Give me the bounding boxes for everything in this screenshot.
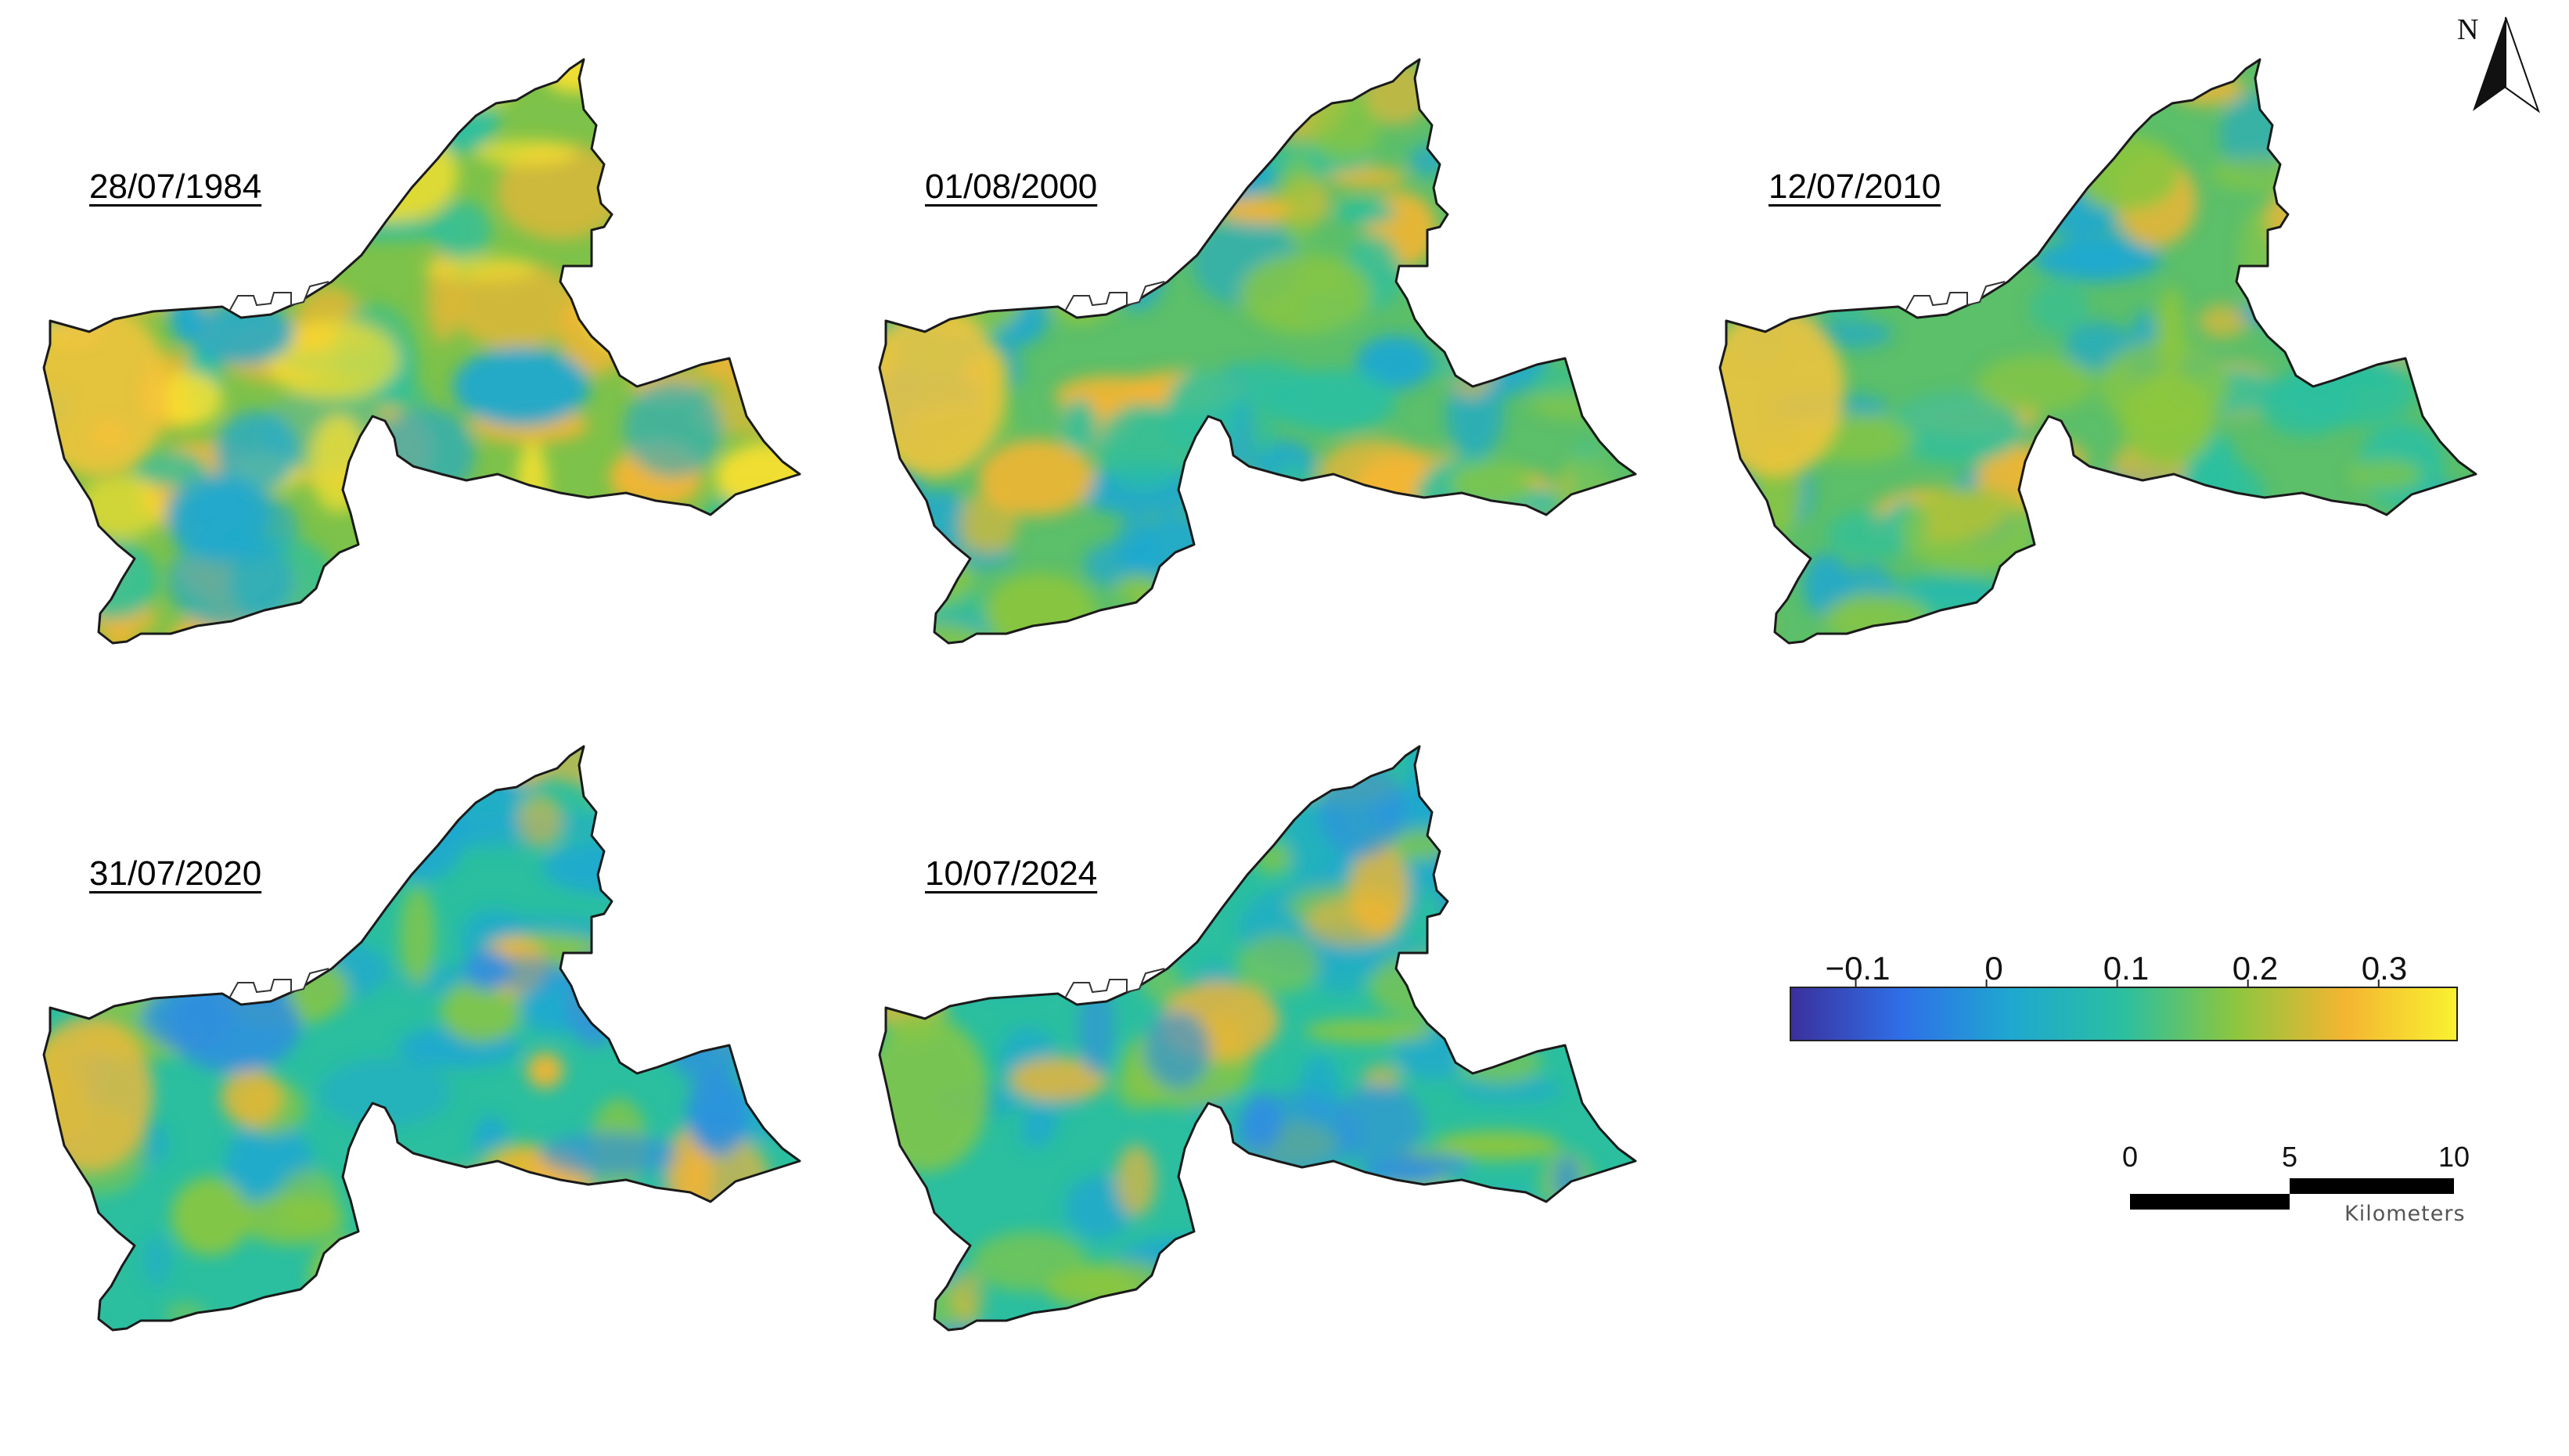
ndvi-map-panel — [42, 745, 801, 1332]
legend-tick-label: 0.3 — [2361, 950, 2408, 987]
scale-bar — [2130, 1178, 2454, 1210]
north-arrow-icon — [2473, 16, 2540, 113]
harbor-outline — [1905, 281, 2006, 311]
region-boundary — [1718, 58, 2477, 645]
ndvi-map-panel — [1718, 58, 2477, 645]
harbor-outline — [1065, 968, 1165, 998]
scale-bar-segment — [2130, 1194, 2290, 1210]
panel-date-label-2024: 10/07/2024 — [925, 854, 1098, 893]
scale-bar-label-10: 10 — [2438, 1141, 2470, 1173]
region-boundary — [42, 745, 801, 1332]
ndvi-map-panel — [878, 58, 1637, 645]
legend-tick-label: 0 — [1984, 950, 2003, 987]
scale-bar-segment — [2290, 1178, 2454, 1194]
panel-date-label-1984: 28/07/1984 — [89, 167, 262, 206]
panel-date-label-2020: 31/07/2020 — [89, 854, 262, 893]
map-raster — [1720, 59, 2476, 643]
harbor-outline — [1065, 281, 1165, 311]
legend-tick-label: −0.1 — [1825, 950, 1891, 987]
map-raster — [44, 746, 800, 1330]
panel-date-label-2000: 01/08/2000 — [925, 167, 1098, 206]
map-raster — [44, 59, 800, 643]
region-boundary — [878, 58, 1637, 645]
panel-date-label-2010: 12/07/2010 — [1768, 167, 1941, 206]
ndvi-map-panel — [878, 745, 1637, 1332]
legend-tick-label: 0.2 — [2232, 950, 2279, 987]
ndvi-map-panel — [42, 58, 801, 645]
north-letter: N — [2457, 13, 2479, 46]
region-boundary — [878, 745, 1637, 1332]
scale-bar-unit: Kilometers — [2344, 1202, 2466, 1226]
region-boundary — [42, 58, 801, 645]
scale-bar-label-5: 5 — [2281, 1141, 2298, 1173]
scale-bar-label-0: 0 — [2121, 1141, 2139, 1173]
harbor-outline — [229, 968, 329, 998]
legend-colorbar — [1790, 987, 2458, 1041]
harbor-outline — [229, 281, 329, 311]
legend-tick-label: 0.1 — [2103, 950, 2150, 987]
